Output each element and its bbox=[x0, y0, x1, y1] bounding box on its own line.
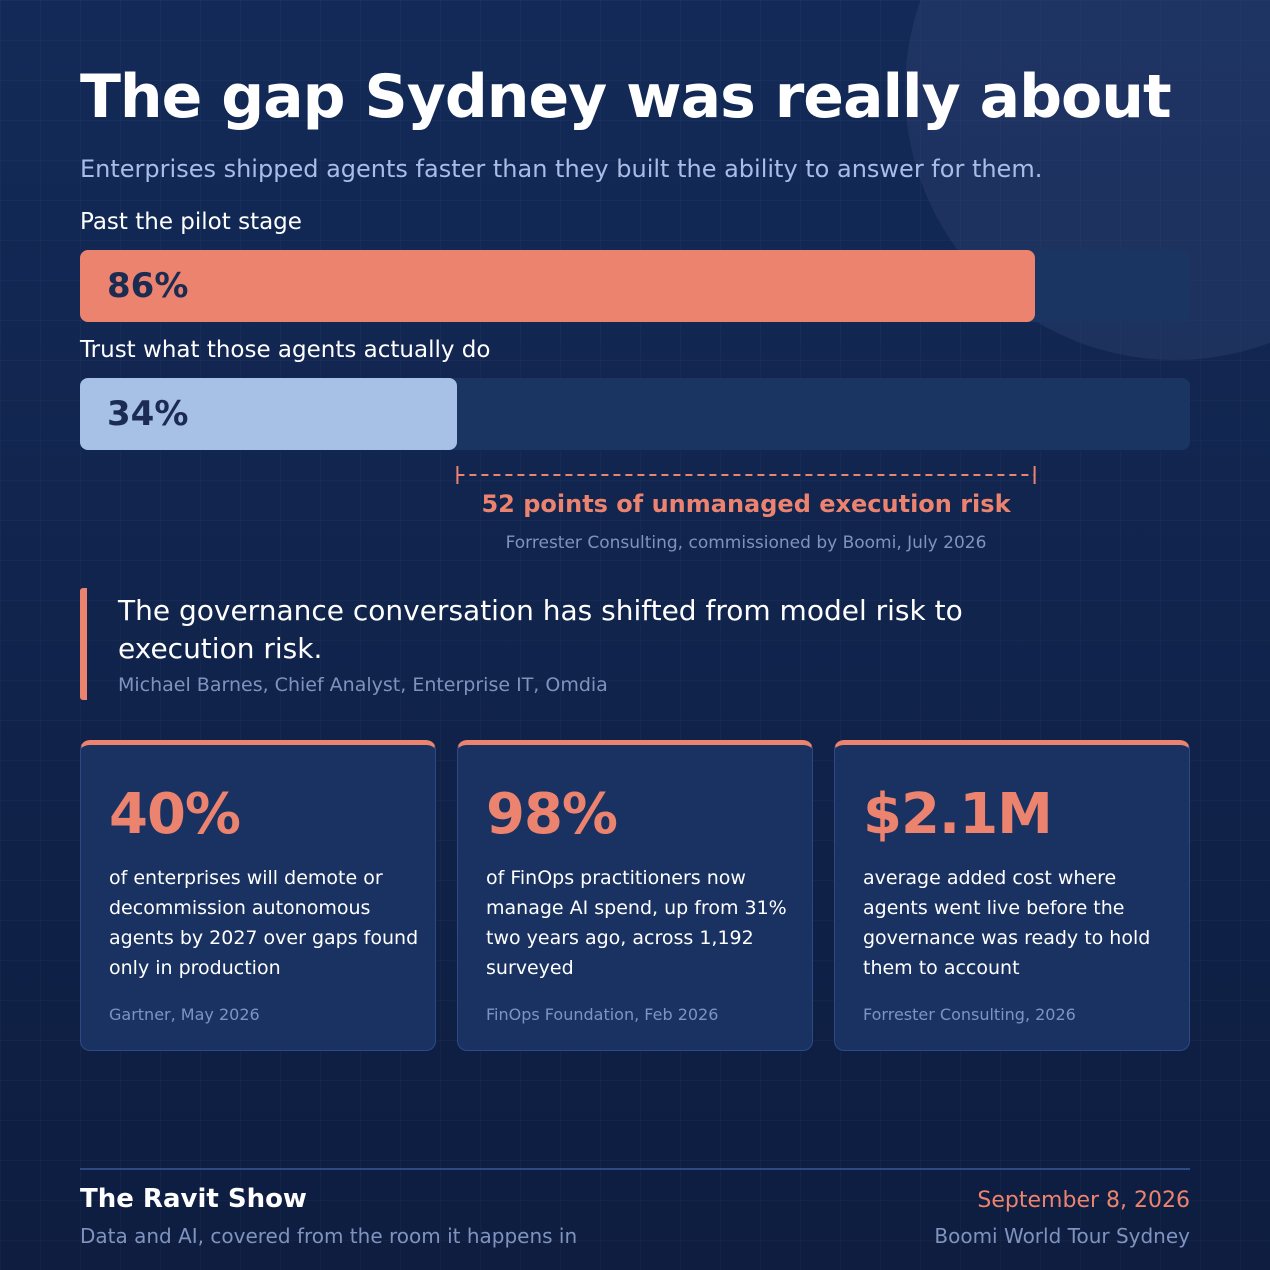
bar-track: 86% bbox=[80, 250, 1190, 322]
quote-text: The governance conversation has shifted … bbox=[118, 594, 963, 665]
date: September 8, 2026 bbox=[977, 1188, 1190, 1213]
tagline: Data and AI, covered from the room it ha… bbox=[80, 1224, 578, 1248]
footer-rule bbox=[80, 1168, 1190, 1170]
stat-source: Forrester Consulting, 2026 bbox=[863, 1005, 1076, 1024]
bar-label: Trust what those agents actually do bbox=[80, 337, 491, 363]
stat-source: FinOps Foundation, Feb 2026 bbox=[486, 1005, 719, 1024]
event: Boomi World Tour Sydney bbox=[934, 1224, 1190, 1248]
gap-label: 52 points of unmanaged execution risk bbox=[481, 490, 1011, 518]
bar-label: Past the pilot stage bbox=[80, 209, 302, 235]
stat-value: 98% bbox=[486, 782, 618, 847]
gap-bracket bbox=[456, 466, 1036, 484]
bar-track: 34% bbox=[80, 378, 1190, 450]
stat-text: of enterprises will demote or decommissi… bbox=[109, 867, 419, 979]
quote-attribution: Michael Barnes, Chief Analyst, Enterpris… bbox=[118, 674, 608, 696]
stat-card: 98% of FinOps practitioners now manage A… bbox=[457, 740, 813, 1051]
quote: The governance conversation has shifted … bbox=[80, 588, 1000, 700]
stat-card: $2.1M average added cost where agents we… bbox=[834, 740, 1190, 1051]
stat-card: 40% of enterprises will demote or decomm… bbox=[80, 740, 436, 1051]
gap-source: Forrester Consulting, commissioned by Bo… bbox=[505, 533, 987, 553]
brand: The Ravit Show bbox=[80, 1184, 307, 1214]
value-label: 86% bbox=[107, 266, 189, 306]
subtitle: Enterprises shipped agents faster than t… bbox=[80, 155, 1043, 183]
stat-text: of FinOps practitioners now manage AI sp… bbox=[486, 867, 787, 979]
value-label: 34% bbox=[107, 394, 189, 434]
bar bbox=[80, 378, 458, 450]
stat-value: 40% bbox=[109, 782, 241, 847]
bar bbox=[80, 250, 1035, 322]
title: The gap Sydney was really about bbox=[80, 62, 1172, 132]
stat-source: Gartner, May 2026 bbox=[109, 1005, 260, 1024]
stat-text: average added cost where agents went liv… bbox=[863, 867, 1151, 979]
stat-value: $2.1M bbox=[863, 782, 1053, 847]
